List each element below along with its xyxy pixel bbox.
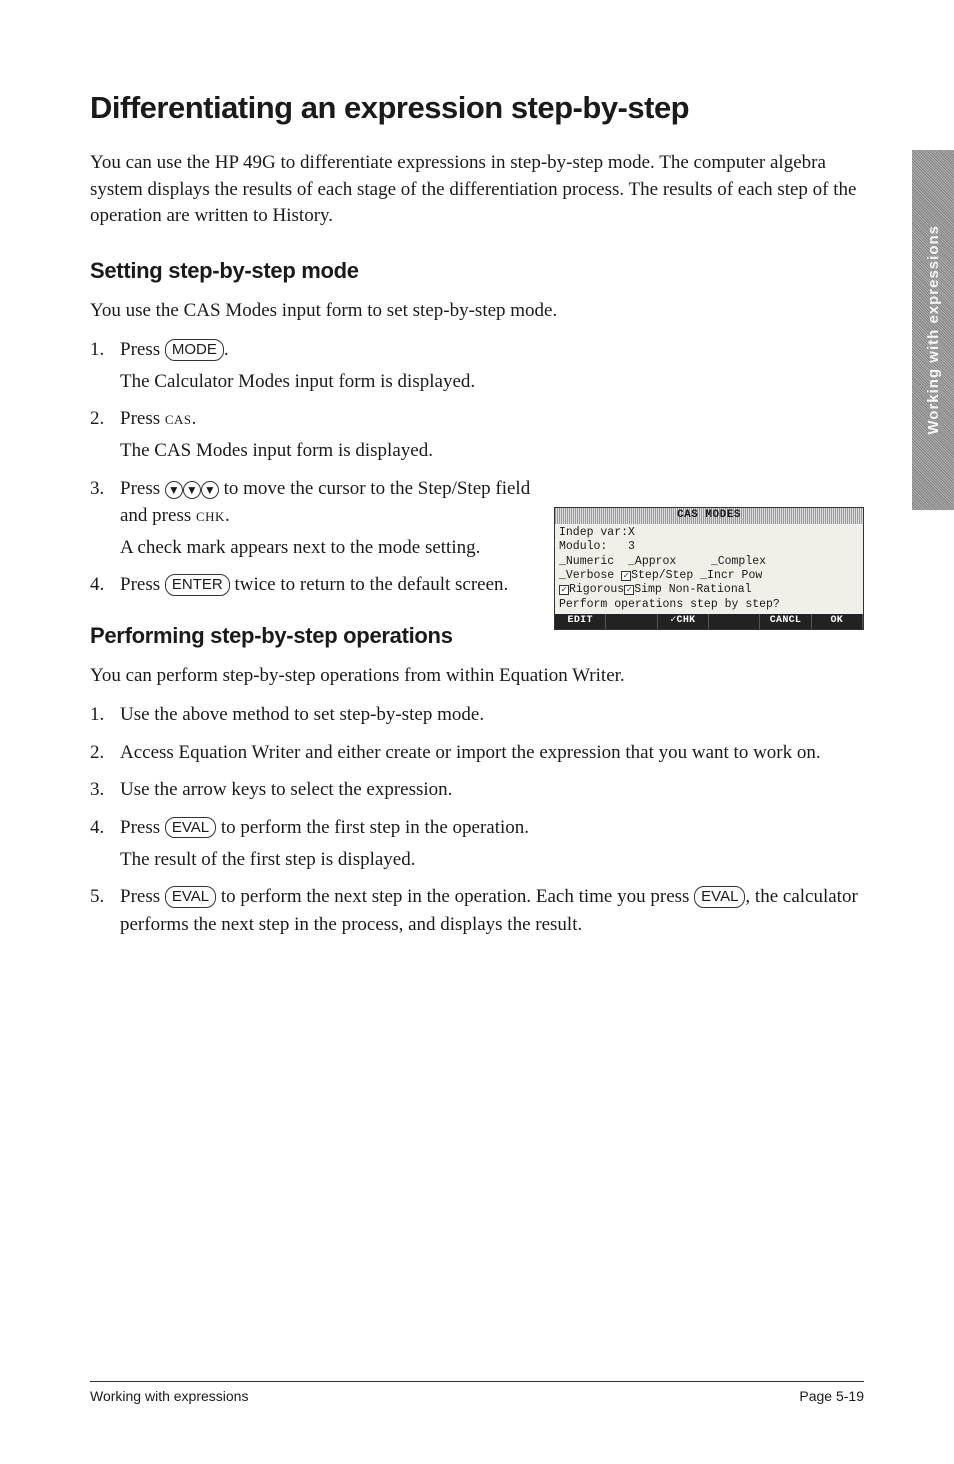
perform-step-1: Use the above method to set step-by-step… (90, 701, 864, 729)
perform-step-4: Press EVAL to perform the first step in … (90, 814, 864, 873)
perform-step-5: Press EVAL to perform the next step in t… (90, 883, 864, 938)
setting-lead: You use the CAS Modes input form to set … (90, 298, 864, 325)
perform-step-4-sub: The result of the first step is displaye… (120, 846, 864, 874)
setting-step-2: Press cas. The CAS Modes input form is d… (90, 405, 864, 464)
calc-line: _Verbose ✓Step/Step _Incr Pow (559, 569, 859, 583)
page-title: Differentiating an expression step-by-st… (90, 90, 864, 126)
setting-step-3-sub: A check mark appears next to the mode se… (120, 534, 560, 562)
footer-left: Working with expressions (90, 1388, 248, 1404)
setting-step-1-sub: The Calculator Modes input form is displ… (120, 368, 864, 396)
setting-heading: Setting step-by-step mode (90, 258, 864, 284)
calc-line: ✓Rigorous✓Simp Non-Rational (559, 583, 859, 597)
mode-key: MODE (165, 339, 224, 361)
down-arrow-key: ▼ (201, 481, 219, 499)
eval-key: EVAL (165, 886, 216, 908)
calc-btn-cancl: CANCL (760, 614, 811, 629)
eval-key: EVAL (165, 817, 216, 839)
check-icon: ✓ (621, 571, 631, 581)
intro-paragraph: You can use the HP 49G to differentiate … (90, 150, 864, 230)
calc-line: _Numeric _Approx _Complex (559, 555, 859, 569)
calc-btn-ok: OK (812, 614, 863, 629)
footer-right: Page 5-19 (799, 1388, 864, 1404)
eval-key: EVAL (694, 886, 745, 908)
calc-btn-empty (709, 614, 760, 629)
calc-softkeys: EDIT ✓CHK CANCL OK (555, 614, 863, 629)
down-arrow-key: ▼ (183, 481, 201, 499)
page-footer: Working with expressions Page 5-19 (90, 1381, 864, 1404)
side-tab-text: Working with expressions (925, 225, 942, 435)
calc-body: Indep var:X Modulo: 3 _Numeric _Approx _… (555, 524, 863, 612)
calc-line: Perform operations step by step? (559, 598, 859, 612)
calculator-screenshot: CAS MODES Indep var:X Modulo: 3 _Numeric… (554, 507, 864, 630)
performing-steps-list: Use the above method to set step-by-step… (90, 701, 864, 938)
calc-btn-empty (606, 614, 657, 629)
check-icon: ✓ (624, 585, 634, 595)
enter-key: ENTER (165, 574, 230, 596)
chk-label: chk (196, 505, 225, 526)
calc-line: Indep var:X (559, 526, 859, 540)
calc-title: CAS MODES (555, 508, 863, 524)
down-arrow-key: ▼ (165, 481, 183, 499)
cas-label: cas (165, 408, 192, 429)
calc-line: Modulo: 3 (559, 540, 859, 554)
perform-step-2: Access Equation Writer and either create… (90, 739, 864, 767)
perform-step-3: Use the arrow keys to select the express… (90, 776, 864, 804)
calc-btn-chk: ✓CHK (658, 614, 709, 629)
setting-step-2-sub: The CAS Modes input form is displayed. (120, 437, 864, 465)
calc-btn-edit: EDIT (555, 614, 606, 629)
setting-step-1: Press MODE. The Calculator Modes input f… (90, 336, 864, 395)
check-icon: ✓ (559, 585, 569, 595)
performing-lead: You can perform step-by-step operations … (90, 663, 864, 690)
side-tab: Working with expressions (912, 150, 954, 510)
